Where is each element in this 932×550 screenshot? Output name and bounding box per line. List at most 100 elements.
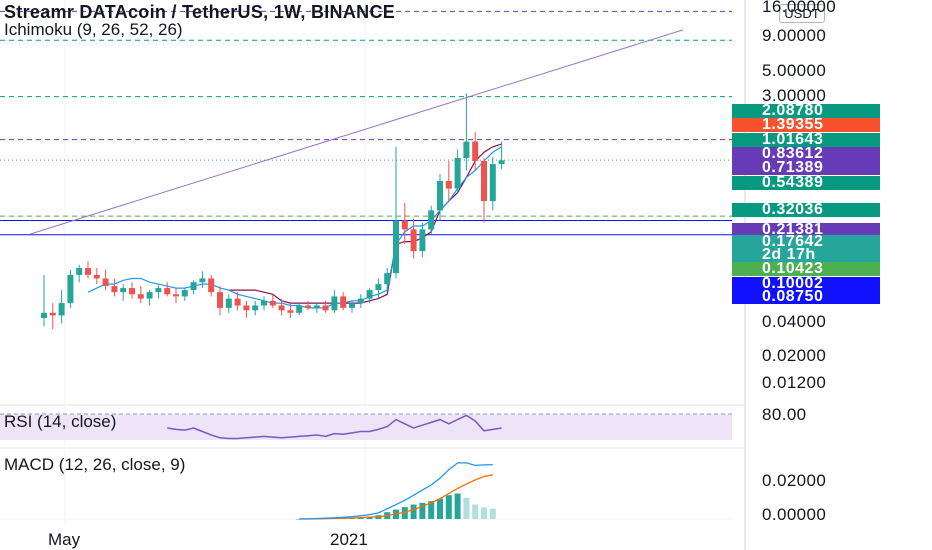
candle-body: [445, 180, 452, 189]
candle-body: [472, 141, 479, 161]
candle-body: [85, 267, 91, 275]
candle-body: [49, 312, 56, 316]
candle-body: [234, 298, 241, 306]
candle-body: [67, 274, 74, 304]
candle-body: [269, 300, 276, 306]
candle-body: [410, 229, 417, 252]
candle-body: [199, 278, 206, 283]
bar-countdown-badge: 2d 17h: [732, 248, 880, 262]
candle-body: [322, 305, 329, 311]
macd-histogram-bar: [463, 497, 470, 519]
price-tick: 0.02000: [762, 346, 827, 365]
candle-body: [481, 160, 487, 202]
candle-body: [102, 278, 109, 287]
candle-body: [181, 290, 188, 297]
ichimoku-indicator-label[interactable]: Ichimoku (9, 26, 52, 26): [4, 20, 183, 39]
candle-body: [225, 298, 232, 308]
macd-tick: 0.02000: [762, 471, 827, 490]
rsi-band: [0, 414, 732, 440]
currency-button[interactable]: USDT: [779, 4, 825, 23]
candle-body: [120, 288, 127, 293]
last-price-badge[interactable]: 0.17642: [732, 235, 880, 249]
candle-body: [58, 303, 65, 316]
candle-body: [173, 294, 179, 297]
price-level-badge[interactable]: 1.01643: [732, 133, 880, 147]
candle-body: [357, 298, 364, 304]
macd-histogram-bar: [454, 493, 461, 519]
candle-body: [463, 141, 470, 158]
candle-body: [155, 288, 162, 293]
candle-body: [340, 296, 347, 308]
candle-body: [437, 180, 443, 211]
candle-body: [76, 267, 83, 275]
rsi-tick: 80.00: [762, 405, 807, 424]
kijun-sen-line: [228, 143, 502, 304]
candle-body: [331, 296, 338, 311]
candle-body: [454, 157, 461, 189]
price-level-badge[interactable]: 0.21381: [732, 223, 880, 237]
price-tick: 16.00000: [762, 0, 837, 16]
price-level-badge[interactable]: 0.32036: [732, 203, 880, 217]
price-level-badge[interactable]: 0.71389: [732, 161, 880, 175]
candle-body: [419, 229, 426, 252]
price-tick: 0.01200: [762, 373, 827, 392]
candle-body: [498, 160, 505, 165]
macd-histogram-bar: [401, 507, 408, 519]
macd-histogram-bar: [481, 507, 487, 519]
candle-body: [217, 292, 223, 308]
candle-body: [428, 210, 435, 230]
candle-body: [146, 292, 153, 299]
macd-histogram-bar: [437, 498, 443, 519]
candle-body: [261, 300, 267, 306]
candle-body: [111, 286, 118, 293]
candle-body: [93, 274, 100, 279]
price-level-badge[interactable]: 0.10002: [732, 277, 880, 291]
price-level-badge[interactable]: 0.54389: [732, 176, 880, 190]
candle-body: [393, 220, 399, 274]
candle-body: [190, 282, 197, 291]
price-level-badge[interactable]: 0.10423: [732, 262, 880, 276]
price-level-badge[interactable]: 0.83612: [732, 147, 880, 161]
price-tick: 3.00000: [762, 86, 827, 105]
candle-body: [296, 305, 303, 313]
trend-line: [29, 29, 684, 235]
time-tick: May: [48, 530, 81, 549]
price-level-badge[interactable]: 1.39355: [732, 118, 880, 132]
candle-body: [41, 312, 47, 318]
price-level-badge[interactable]: 2.08780: [732, 104, 880, 118]
candle-body: [401, 220, 408, 230]
candle-body: [384, 273, 391, 285]
candle-body: [278, 305, 285, 311]
macd-histogram-bar: [428, 501, 435, 519]
macd-indicator-label[interactable]: MACD (12, 26, close, 9): [4, 455, 186, 474]
candle-body: [489, 164, 496, 202]
candle-body: [287, 310, 294, 313]
price-tick: 0.04000: [762, 312, 827, 331]
price-level-badge[interactable]: 0.08750: [732, 290, 880, 304]
macd-histogram-bar: [419, 502, 426, 519]
macd-histogram-bar: [410, 504, 417, 519]
candle-body: [305, 305, 311, 308]
tenkan-sen-line: [87, 146, 502, 309]
macd-histogram-bar: [472, 504, 479, 519]
candle-body: [137, 294, 144, 299]
price-tick: 5.00000: [762, 61, 827, 80]
price-tick: 9.00000: [762, 26, 827, 45]
macd-histogram-bar: [445, 495, 452, 519]
candle-body: [164, 288, 171, 295]
macd-tick: 0.00000: [762, 505, 827, 524]
candle-body: [375, 284, 382, 291]
rsi-indicator-label[interactable]: RSI (14, close): [4, 412, 117, 431]
candle-body: [243, 305, 250, 311]
macd-histogram-bar: [489, 508, 496, 519]
candle-body: [313, 305, 320, 308]
macd-line: [299, 462, 493, 520]
candle-body: [366, 290, 373, 299]
chart-title: Streamr DATAcoin / TetherUS, 1W, BINANCE: [4, 2, 396, 22]
candle-body: [129, 288, 135, 295]
macd-signal-line: [299, 474, 493, 520]
time-tick: 2021: [330, 530, 368, 549]
candle-body: [208, 278, 215, 293]
candle-body: [349, 303, 355, 308]
